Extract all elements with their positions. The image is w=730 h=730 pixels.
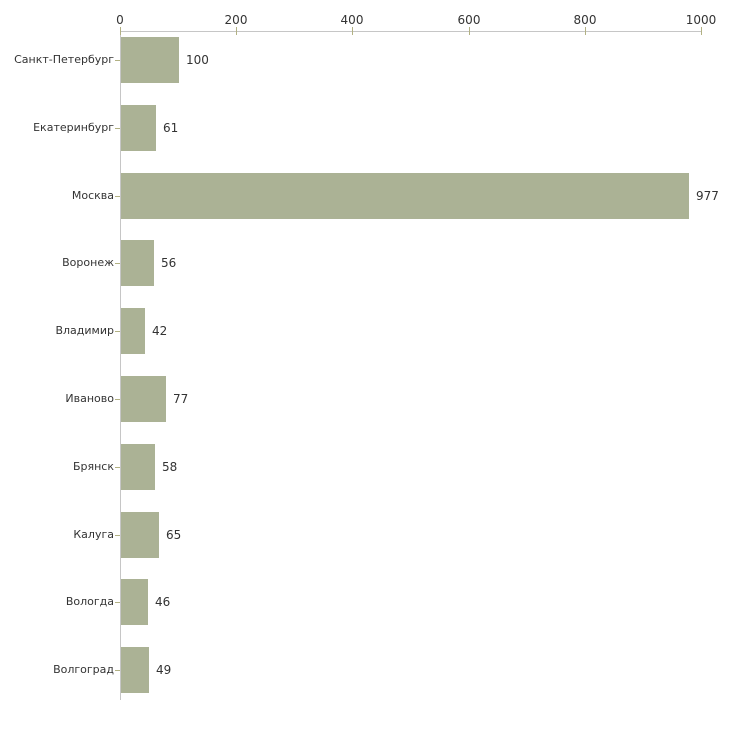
- y-tick: [115, 467, 120, 468]
- value-label: 977: [696, 188, 719, 203]
- x-tick-label: 0: [116, 13, 124, 27]
- x-tick: [352, 27, 353, 35]
- value-label: 49: [156, 663, 172, 678]
- y-tick: [115, 670, 120, 671]
- bar: [121, 37, 179, 83]
- category-label: Владимир: [55, 324, 114, 338]
- y-tick: [115, 196, 120, 197]
- bar: [121, 444, 155, 490]
- value-label: 56: [161, 256, 177, 271]
- bar: [121, 173, 689, 219]
- value-label: 46: [155, 595, 171, 610]
- y-tick: [115, 263, 120, 264]
- x-tick-label: 400: [340, 13, 364, 27]
- y-axis-line: [120, 31, 121, 700]
- x-tick: [469, 27, 470, 35]
- value-label: 77: [173, 392, 189, 406]
- bar: [121, 647, 149, 693]
- category-label: Москва: [71, 188, 114, 202]
- y-tick: [115, 535, 120, 536]
- x-tick: [236, 27, 237, 35]
- category-label: Иваново: [65, 392, 114, 405]
- category-label: Екатеринбург: [33, 120, 114, 134]
- value-label: 100: [186, 53, 209, 67]
- x-tick-label: 600: [457, 13, 481, 27]
- category-label: Вологда: [65, 595, 114, 609]
- category-label: Санкт-Петербург: [14, 53, 114, 66]
- category-label: Воронеж: [62, 256, 114, 270]
- x-tick: [701, 27, 702, 35]
- bar: [121, 308, 145, 354]
- bar: [121, 376, 166, 422]
- category-label: Калуга: [73, 527, 114, 541]
- bar: [121, 240, 154, 286]
- y-tick: [115, 399, 120, 400]
- x-tick-label: 1000: [685, 13, 717, 27]
- y-tick: [115, 331, 120, 332]
- category-label: Волгоград: [53, 663, 114, 677]
- bar: [121, 105, 156, 151]
- value-label: 42: [152, 324, 168, 339]
- bar: [121, 512, 159, 558]
- x-tick-label: 200: [224, 13, 248, 27]
- value-label: 61: [163, 120, 179, 135]
- y-tick: [115, 602, 120, 603]
- bar: [121, 579, 148, 625]
- x-tick: [120, 27, 121, 35]
- y-tick: [115, 128, 120, 129]
- x-tick: [585, 27, 586, 35]
- value-label: 65: [166, 527, 182, 542]
- value-label: 58: [162, 459, 178, 474]
- y-tick: [115, 60, 120, 61]
- category-label: Брянск: [72, 459, 114, 473]
- x-tick-label: 800: [573, 13, 597, 27]
- x-axis-line: [120, 31, 702, 32]
